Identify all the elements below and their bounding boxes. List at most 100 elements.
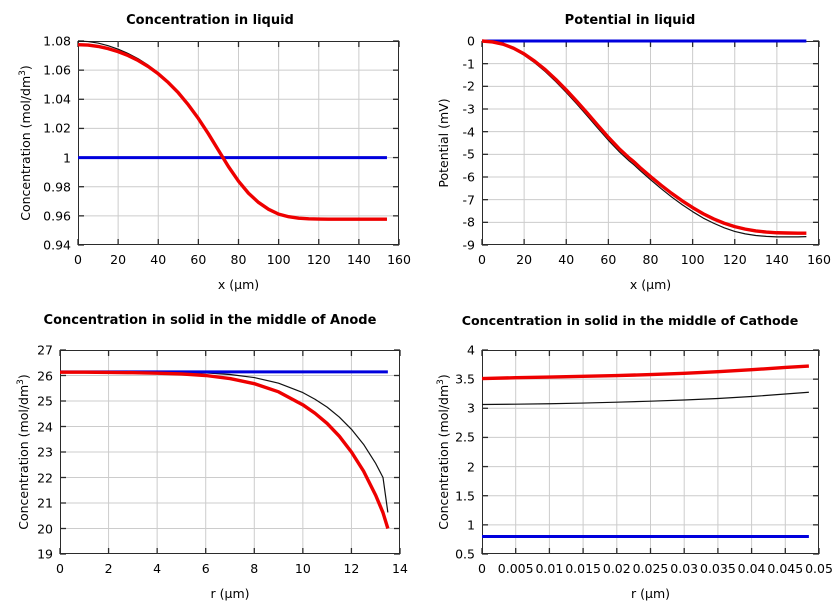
x-tick-label: 0 (74, 252, 82, 267)
y-tick-label: 19 (37, 546, 53, 562)
x-axis-label: x (µm) (629, 277, 672, 292)
x-axis-label: r (µm) (210, 586, 250, 601)
y-tick-label: 1.5 (455, 488, 475, 504)
y-tick-label: 3.5 (455, 371, 475, 387)
y-tick-label: 0.98 (43, 179, 71, 195)
x-tick-label: 0.03 (670, 561, 699, 576)
plot-canvas (59, 349, 401, 555)
panel-potential-in-liquid: Potential in liquid 0 -1 -2 -3 -4 -5 -6 -7 -8 -9 0… (420, 0, 840, 300)
y-tick-label: 24 (37, 419, 53, 434)
series-black-curve (481, 391, 809, 406)
y-tick-label: 26 (37, 368, 53, 383)
x-tick-label: 6 (201, 561, 210, 576)
series-red-curve (481, 39, 807, 235)
y-tick-label: 0 (467, 33, 475, 49)
x-tick-label: 60 (190, 252, 207, 267)
series-black-curve (481, 40, 807, 238)
y-tick-label: 20 (37, 521, 53, 536)
x-tick-label: 120 (722, 252, 747, 267)
x-tick-label: 0.04 (737, 561, 766, 576)
y-tick-label: -4 (462, 124, 475, 140)
panel-title: Concentration in solid in the middle of … (461, 313, 799, 328)
y-axis-label-main: Concentration (mol/dm (436, 384, 451, 530)
x-axis-label: x (µm) (217, 277, 260, 292)
x-tick-label: 80 (642, 252, 659, 267)
x-tick-label: 12 (343, 561, 360, 576)
x-tick-label: 40 (150, 252, 167, 267)
y-tick-label: 22 (37, 470, 53, 485)
series-red-curve (481, 364, 809, 381)
y-tick-label: 4 (467, 342, 475, 358)
y-tick-label: 27 (37, 342, 53, 358)
y-axis-label: Concentration (mol/dm3) (18, 65, 33, 221)
x-tick-label: 10 (294, 561, 311, 576)
x-tick-label: 160 (807, 252, 831, 267)
y-tick-label: -5 (462, 146, 475, 162)
x-tick-label: 0.005 (497, 561, 534, 576)
y-tick-label: 21 (37, 495, 53, 511)
y-tick-label: -6 (462, 169, 475, 185)
y-tick-label: 2.5 (455, 429, 475, 445)
x-tick-label: 0 (56, 561, 64, 576)
y-tick-label: 0.94 (43, 237, 71, 253)
y-axis-label-exponent: 3 (435, 379, 446, 385)
panel-concentration-in-liquid: Concentration in liquid 1.08 1.06 1.04 1.02… (0, 0, 420, 300)
x-tick-label: 40 (558, 252, 575, 267)
y-tick-label: 25 (37, 393, 53, 409)
x-tick-label: 14 (392, 561, 408, 576)
panel-title: Potential in liquid (564, 13, 696, 28)
plot-canvas (77, 40, 400, 246)
x-tick-label: 140 (346, 252, 371, 267)
series-red-curve (60, 370, 390, 529)
plot-canvas (481, 39, 820, 246)
x-tick-label: 0.035 (699, 561, 736, 576)
y-tick-label: 1.02 (43, 120, 71, 136)
y-axis-label-exponent: 3 (15, 379, 26, 385)
y-tick-label: -8 (462, 214, 475, 230)
panel-title: Concentration in liquid (126, 13, 294, 28)
x-tick-label: 60 (600, 252, 617, 267)
y-tick-label: -2 (462, 78, 475, 94)
y-tick-label: 2 (467, 459, 475, 475)
y-tick-label: 1 (63, 150, 71, 166)
y-axis-label: Concentration (mol/dm3) (16, 374, 31, 530)
panel-title: Concentration in solid in the middle of … (43, 313, 377, 328)
y-tick-label: -3 (462, 101, 475, 117)
x-tick-label: 0.015 (565, 561, 601, 576)
y-axis-label-tail: ) (18, 65, 33, 71)
panel-concentration-solid-cathode: Concentration in solid in the middle of … (420, 300, 840, 601)
y-tick-label: -1 (462, 56, 475, 72)
x-tick-label: 160 (387, 252, 411, 267)
x-tick-label: 0.02 (602, 561, 631, 576)
x-axis-label: r (µm) (631, 586, 670, 601)
y-tick-label: 1.04 (43, 91, 71, 107)
x-tick-label: 8 (250, 561, 259, 576)
y-axis-label-tail: ) (436, 374, 451, 380)
plot-canvas (481, 349, 820, 555)
x-tick-label: 0.045 (767, 561, 804, 576)
x-tick-label: 100 (680, 252, 705, 267)
x-tick-label: 140 (764, 252, 789, 267)
x-tick-label: 80 (230, 252, 247, 267)
y-tick-label: 3 (467, 400, 475, 416)
y-axis-label-main: Concentration (mol/dm (18, 75, 33, 221)
y-tick-label: 1.08 (43, 33, 71, 49)
x-tick-label: 100 (266, 252, 291, 267)
panel-concentration-solid-anode: Concentration in solid in the middle of … (0, 300, 420, 601)
y-tick-label: 1.06 (43, 62, 71, 78)
y-axis-label-tail: ) (16, 374, 31, 380)
series-black-curve (77, 40, 387, 220)
y-axis-label-exponent: 3 (17, 70, 28, 76)
y-tick-label: -7 (462, 192, 475, 208)
y-tick-label: 23 (37, 444, 53, 460)
x-tick-label: 0 (478, 561, 486, 576)
y-tick-label: 1 (467, 517, 475, 533)
x-tick-label: 2 (104, 561, 113, 576)
y-tick-label: -9 (462, 237, 475, 253)
x-tick-label: 0 (478, 252, 486, 267)
y-axis-label: Potential (mV) (436, 98, 451, 188)
x-tick-label: 0.01 (535, 561, 564, 576)
y-tick-label: 0.96 (43, 208, 71, 224)
x-tick-label: 0.025 (632, 561, 669, 576)
y-axis-label-main: Concentration (mol/dm (16, 384, 31, 530)
